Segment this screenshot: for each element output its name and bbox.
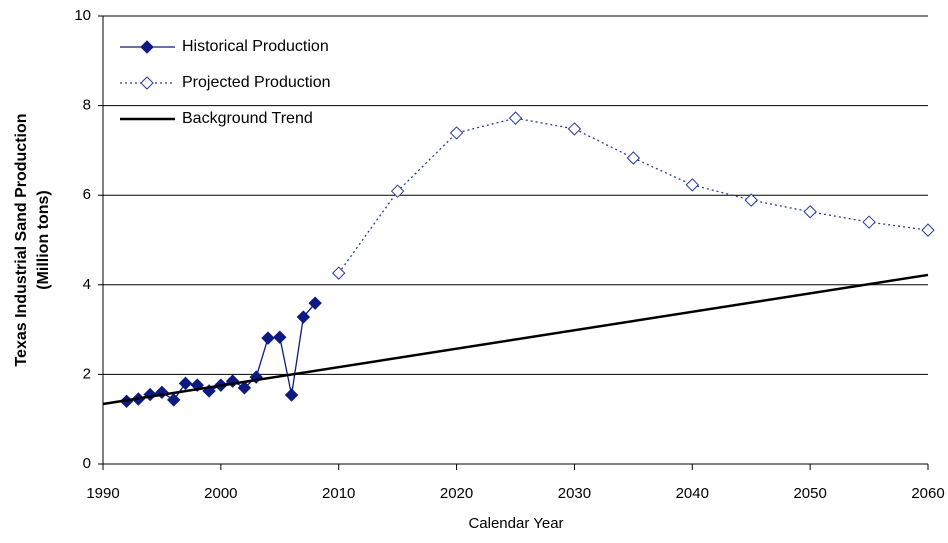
- data-point: [626, 151, 641, 165]
- data-point: [862, 215, 876, 229]
- legend-marker: [140, 40, 154, 54]
- data-point: [190, 378, 204, 392]
- data-point: [167, 393, 181, 407]
- x-tick-label: 1990: [86, 485, 119, 502]
- y-tick-label: 10: [74, 7, 91, 24]
- x-tick-label: 2000: [204, 485, 237, 502]
- y-tick-label: 8: [83, 97, 91, 114]
- y-tick-label: 4: [83, 276, 91, 293]
- data-point: [390, 184, 405, 198]
- x-tick-label: 2020: [440, 485, 473, 502]
- x-tick-label: 2010: [322, 485, 355, 502]
- data-point: [803, 205, 817, 219]
- x-tick-label: 2040: [676, 485, 709, 502]
- data-point: [178, 376, 193, 391]
- data-point: [921, 223, 935, 237]
- data-point: [237, 381, 252, 395]
- data-point: [143, 387, 157, 402]
- x-tick-label: 2030: [558, 485, 591, 502]
- y-tick-label: 0: [83, 455, 91, 472]
- data-point: [449, 126, 464, 140]
- legend-marker: [140, 76, 154, 90]
- data-point: [744, 193, 758, 207]
- series-line: [102, 273, 929, 406]
- legend-label: Historical Production: [182, 38, 329, 55]
- data-point: [508, 111, 523, 125]
- y-axis-title: Texas Industrial Sand Production: [13, 113, 30, 366]
- data-point: [261, 331, 275, 345]
- x-tick-label: 2060: [911, 485, 944, 502]
- legend-label: Background Trend: [182, 110, 313, 127]
- data-point: [284, 388, 299, 402]
- data-point: [685, 178, 699, 192]
- data-point: [567, 122, 582, 136]
- y-axis-title: (Million tons): [35, 190, 52, 290]
- data-point: [273, 330, 287, 344]
- y-tick-label: 6: [83, 186, 91, 203]
- x-axis-title: Calendar Year: [468, 515, 563, 532]
- data-point: [296, 310, 311, 324]
- x-tick-label: 2050: [793, 485, 826, 502]
- data-point: [332, 266, 346, 280]
- data-point: [308, 296, 322, 310]
- y-tick-label: 2: [83, 365, 91, 382]
- legend-label: Projected Production: [182, 74, 331, 91]
